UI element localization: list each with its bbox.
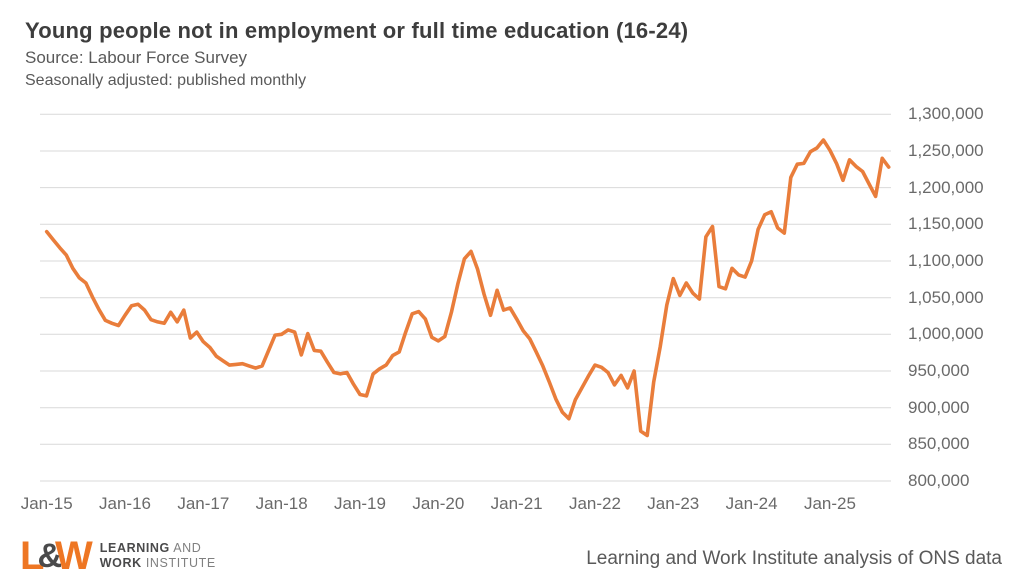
y-axis: 1,300,000 1,250,000 1,200,000 1,150,000 1,10… [908,0,1018,586]
y-axis-label: 900,000 [908,397,970,417]
logo-line1-bold: LEARNING [99,541,170,555]
logo-letter-w: W [55,534,93,578]
footer: L & W LEARNING AND WORK INSTITUTE Learni… [0,534,1024,586]
x-axis-label: Jan-25 [803,494,856,513]
chart-title: Young people not in employment or full t… [25,18,689,43]
learning-and-work-institute-logo: L & W LEARNING AND WORK INSTITUTE [20,536,216,576]
chart-source-subtitle: Source: Labour Force Survey [25,48,248,67]
y-axis-label: 950,000 [908,360,970,380]
logo-letter-l: L [20,534,44,578]
y-axis-label: 1,300,000 [908,104,984,124]
attribution-text: Learning and Work Institute analysis of … [586,548,1002,569]
y-axis-label: 800,000 [908,471,970,490]
x-axis-label: Jan-17 [177,494,230,513]
y-axis-label: 1,100,000 [908,250,984,270]
lw-logo-mark-icon: L & W [20,534,93,578]
logo-line1-rest: AND [169,541,202,555]
logo-line2-bold: WORK [99,556,142,570]
y-axis-label: 1,200,000 [908,177,984,197]
x-axis-label: Jan-19 [333,494,386,513]
x-axis: Jan-15 Jan-16 Jan-17 Jan-18 Jan-19 Jan-20 Jan-… [0,494,1024,516]
logo-ampersand: & [37,537,62,575]
x-axis-label: Jan-16 [99,494,151,513]
y-axis-label: 1,250,000 [908,140,984,160]
x-axis-label: Jan-18 [255,494,308,513]
x-axis-label: Jan-21 [490,494,543,513]
x-axis-label: Jan-23 [647,494,700,513]
y-axis-label: 1,050,000 [908,287,984,307]
neet-data-line [44,138,891,438]
y-axis-label: 850,000 [908,434,970,454]
x-axis-label: Jan-20 [412,494,465,513]
y-axis-label: 1,000,000 [908,324,984,344]
logo-line2-rest: INSTITUTE [141,556,216,570]
y-axis-label: 1,150,000 [908,214,984,234]
x-axis-label: Jan-24 [725,494,778,513]
chart-adjustment-subtitle: Seasonally adjusted: published monthly [25,72,307,89]
x-axis-label: Jan-22 [568,494,621,513]
logo-wordmark: LEARNING AND WORK INSTITUTE [100,541,216,571]
x-axis-label: Jan-15 [20,494,73,513]
